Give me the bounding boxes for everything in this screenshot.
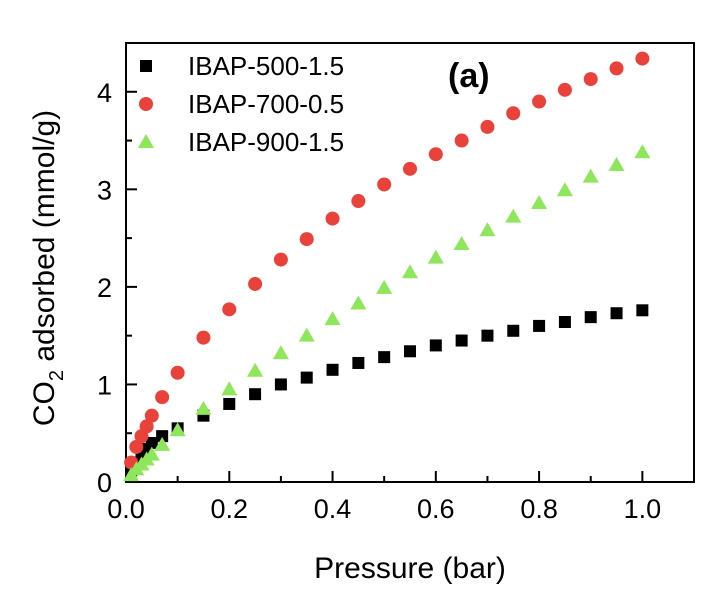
y-tick-label: 0 xyxy=(97,468,112,498)
data-point xyxy=(429,339,442,352)
data-point xyxy=(454,133,469,148)
data-point xyxy=(582,168,599,183)
data-point xyxy=(325,211,340,226)
data-point xyxy=(583,72,598,87)
data-point xyxy=(169,422,186,437)
data-point xyxy=(196,330,211,345)
data-point xyxy=(221,381,238,396)
x-tick-label: 0.4 xyxy=(314,494,352,524)
data-point xyxy=(326,363,339,376)
data-point xyxy=(558,316,571,329)
data-point xyxy=(376,279,393,294)
y-axis-label-rest: adsorbed (mmol/g) xyxy=(28,110,61,370)
data-point xyxy=(532,94,547,109)
data-point xyxy=(144,408,159,423)
data-point xyxy=(154,436,171,451)
data-point xyxy=(608,156,625,171)
data-point xyxy=(170,365,185,380)
data-point xyxy=(506,106,521,121)
legend-marker xyxy=(140,60,152,72)
data-point xyxy=(609,61,624,76)
x-tick-label: 0.0 xyxy=(107,494,145,524)
data-point xyxy=(428,147,443,162)
data-point xyxy=(533,319,546,332)
y-tick-label: 3 xyxy=(97,175,112,205)
data-point xyxy=(143,446,160,461)
data-point xyxy=(481,329,494,342)
y-tick-label: 2 xyxy=(97,273,112,303)
x-axis-ticks: 0.0 0.2 0.4 0.6 0.8 1.0 xyxy=(107,471,661,524)
y-tick-label: 4 xyxy=(97,78,112,108)
data-point xyxy=(453,235,470,250)
data-point xyxy=(505,208,522,223)
series-layer xyxy=(123,51,651,482)
data-point xyxy=(156,430,169,443)
y-axis-label: CO2 adsorbed (mmol/g) xyxy=(28,110,68,426)
y-axis-label-subscript: 2 xyxy=(46,370,68,381)
x-tick-label: 1.0 xyxy=(624,494,662,524)
data-point xyxy=(584,311,597,324)
data-point xyxy=(300,371,313,384)
data-point xyxy=(247,362,264,377)
data-point xyxy=(455,334,468,347)
data-point xyxy=(352,356,365,369)
data-point xyxy=(324,311,341,326)
data-point xyxy=(249,388,262,401)
series-IBAP-900-1.5 xyxy=(123,144,651,482)
data-point xyxy=(272,345,289,360)
legend-marker xyxy=(139,97,153,111)
data-point xyxy=(557,82,572,97)
data-point xyxy=(404,345,416,358)
series-IBAP-500-1.5 xyxy=(125,304,649,477)
y-tick-label: 1 xyxy=(97,370,112,400)
data-point xyxy=(479,222,496,237)
data-point xyxy=(610,307,623,320)
x-tick-label: 0.2 xyxy=(210,494,248,524)
data-point xyxy=(403,161,417,176)
data-point xyxy=(195,400,212,415)
legend-entry-label: IBAP-500-1.5 xyxy=(188,51,344,81)
data-point xyxy=(377,177,392,192)
data-point xyxy=(350,295,367,310)
data-point xyxy=(636,304,649,317)
y-axis-label-main: CO xyxy=(28,381,61,426)
plot-border xyxy=(125,42,695,483)
data-point xyxy=(139,419,154,434)
y-axis-ticks: 0 1 2 3 4 xyxy=(97,78,137,498)
data-point xyxy=(351,194,366,209)
data-point xyxy=(480,119,495,134)
legend-entry-label: IBAP-700-0.5 xyxy=(188,89,344,119)
data-point xyxy=(635,51,650,66)
legend: IBAP-500-1.5 IBAP-700-0.5 IBAP-900-1.5 xyxy=(138,51,344,157)
data-point xyxy=(129,439,144,454)
x-tick-label: 0.8 xyxy=(520,494,558,524)
plot-frame xyxy=(125,42,695,483)
legend-entry-label: IBAP-900-1.5 xyxy=(188,127,344,157)
panel-label: (a) xyxy=(448,57,490,95)
data-point xyxy=(298,327,315,342)
data-point xyxy=(248,276,263,291)
x-axis-label: Pressure (bar) xyxy=(314,552,506,585)
legend-marker xyxy=(138,134,154,148)
data-point xyxy=(427,249,444,264)
data-point xyxy=(531,194,548,209)
data-point xyxy=(273,252,288,267)
series-IBAP-700-0.5 xyxy=(124,51,650,470)
x-tick-label: 0.6 xyxy=(417,494,455,524)
data-point xyxy=(223,397,236,410)
data-point xyxy=(155,390,170,405)
data-point xyxy=(274,378,287,391)
data-point xyxy=(507,324,520,337)
data-point xyxy=(634,144,651,159)
data-point xyxy=(222,302,237,317)
data-point xyxy=(145,436,158,449)
data-point xyxy=(299,232,314,247)
data-point xyxy=(556,182,573,197)
data-point xyxy=(378,351,391,364)
data-point xyxy=(402,264,418,279)
